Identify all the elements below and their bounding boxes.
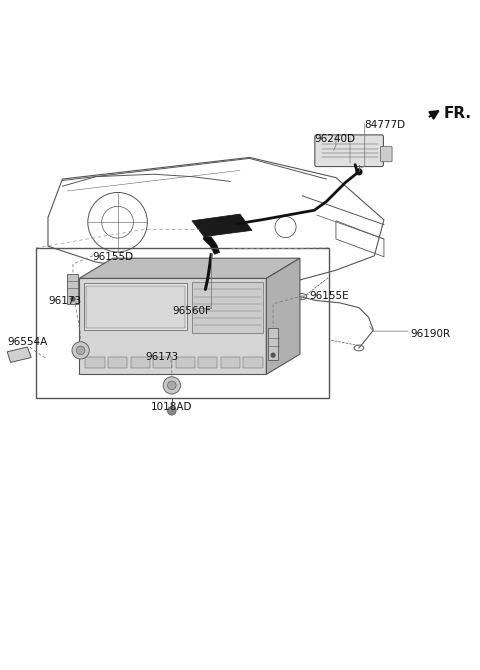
Circle shape	[168, 381, 176, 390]
Bar	[243, 357, 263, 368]
Bar	[192, 282, 263, 332]
Text: 96155D: 96155D	[93, 253, 134, 263]
Text: 96173: 96173	[48, 296, 81, 306]
Bar	[36, 248, 329, 399]
FancyBboxPatch shape	[381, 147, 392, 161]
Text: FR.: FR.	[444, 106, 472, 121]
Polygon shape	[7, 347, 31, 362]
Polygon shape	[67, 273, 78, 304]
Bar	[221, 357, 240, 368]
Bar	[153, 357, 172, 368]
Bar	[108, 357, 127, 368]
Text: 96155E: 96155E	[310, 291, 349, 301]
Circle shape	[163, 377, 180, 394]
Text: 96560F: 96560F	[172, 306, 211, 316]
Bar	[84, 283, 187, 330]
Text: 96554A: 96554A	[7, 338, 48, 348]
FancyBboxPatch shape	[315, 135, 384, 167]
Polygon shape	[79, 278, 266, 375]
Text: 84777D: 84777D	[365, 120, 406, 130]
Circle shape	[168, 407, 176, 415]
Polygon shape	[266, 258, 300, 375]
Circle shape	[271, 353, 275, 357]
Text: 96240D: 96240D	[314, 135, 355, 145]
Circle shape	[72, 342, 89, 359]
Bar	[198, 357, 217, 368]
Circle shape	[71, 297, 75, 301]
Bar	[176, 357, 195, 368]
Circle shape	[356, 169, 362, 175]
Bar	[85, 357, 105, 368]
Polygon shape	[203, 237, 220, 255]
Bar	[86, 285, 185, 328]
Text: 96173: 96173	[145, 352, 179, 362]
Text: 1018AD: 1018AD	[151, 402, 192, 412]
Polygon shape	[192, 214, 252, 237]
Polygon shape	[79, 258, 300, 278]
Bar	[131, 357, 150, 368]
Polygon shape	[268, 328, 278, 360]
Circle shape	[76, 346, 85, 354]
Text: 96190R: 96190R	[410, 329, 450, 339]
